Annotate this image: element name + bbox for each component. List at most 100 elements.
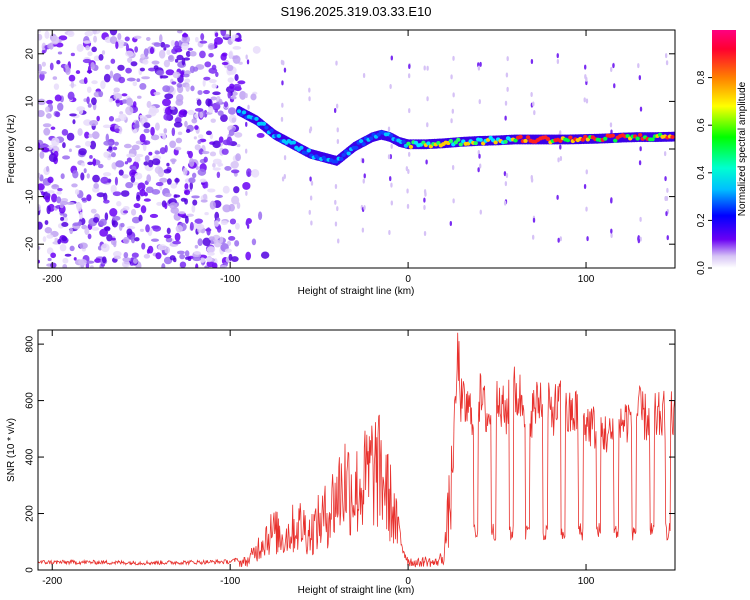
noise-blob [87,51,93,57]
noise-blob [89,140,97,150]
noise-blob [114,176,118,186]
noise-blob [133,203,141,209]
noise-blob [47,190,55,194]
noise-blob [227,107,237,115]
noise-blob [66,132,75,141]
streak-blob [557,237,560,243]
noise-blob [42,236,47,242]
noise-blob [131,216,141,224]
noise-blob [234,132,243,138]
noise-blob [71,183,78,188]
streak-blob [334,184,338,190]
streak-blob [389,154,392,160]
noise-blob [84,131,90,139]
noise-blob [159,177,168,183]
noise-blob [228,253,233,261]
noise-blob [112,146,118,151]
noise-blob [57,238,62,245]
noise-blob [109,30,118,36]
noise-blob [170,106,175,110]
ridge-core [276,133,282,138]
y-tick-label: 20 [25,48,36,60]
streak-blob [530,59,534,65]
noise-blob [189,221,194,231]
noise-blob [103,199,110,204]
noise-blob [146,174,152,183]
noise-blob [87,233,92,240]
noise-blob [191,204,196,213]
noise-blob [150,126,155,136]
noise-blob [81,162,86,167]
ridge-core [264,125,269,130]
noise-blob [166,227,171,234]
noise-blob [126,157,132,163]
noise-blob [84,227,90,236]
streak-blob [408,64,411,70]
noise-blob [234,240,240,247]
noise-blob [111,237,116,241]
streak-blob [452,55,455,61]
streak-blob [666,235,669,241]
noise-blob [50,252,57,259]
colorbar-gradient [712,30,736,268]
streak-blob [449,221,453,227]
streak-blob [390,143,393,149]
streak-blob [245,93,248,99]
streak-blob [423,65,426,71]
bottom-y-ticks: 0 200 400 600 800 [25,335,675,573]
noise-blob [174,146,182,151]
top-x-ticks: -200 -100 0 100 [42,30,595,285]
noise-blob [64,253,72,257]
noise-blob [197,139,202,145]
ridge-core [358,139,364,144]
noise-blob [204,61,212,68]
noise-blob [52,76,58,80]
ridge-core [583,134,588,139]
noise-blob [181,42,189,50]
noise-blob [100,176,109,184]
noise-blob [214,32,219,37]
noise-blob [87,65,92,74]
noise-blob [158,49,166,59]
noise-blob [204,212,209,216]
noise-blob [191,195,200,199]
y-tick-label: -10 [25,189,36,204]
noise-blob [98,54,104,61]
noise-blob [194,218,204,224]
noise-blob [183,73,190,78]
streak-blob [334,221,338,227]
noise-blob [84,30,94,37]
noise-blob [41,61,47,67]
noise-blob [212,162,216,168]
streak-blob [245,220,249,226]
noise-blob [131,144,140,151]
streak-blob [426,122,429,128]
noise-blob [126,77,136,82]
noise-blob [59,203,64,209]
noise-blob [205,181,209,189]
noise-blob [213,239,222,248]
noise-blob [104,212,109,221]
noise-blob [109,208,118,217]
noise-blob [38,63,42,72]
noise-blob [137,182,146,192]
streak-blob [388,229,391,235]
ridge-core [408,144,414,149]
noise-blob [89,265,94,268]
noise-blob [175,225,183,233]
noise-blob [206,227,211,236]
noise-blob [188,158,195,167]
noise-blob [81,197,87,202]
noise-blob [180,197,187,202]
noise-blob [112,215,121,221]
streak-blob [450,74,453,80]
ridge-blobs [236,105,675,166]
noise-blob [207,98,213,108]
noise-blob [58,39,62,43]
noise-blob [194,244,199,249]
streak-blob [452,198,455,204]
streak-blob [283,67,287,73]
noise-blob [178,211,186,215]
ridge-core [353,145,359,150]
noise-blob [141,242,146,250]
